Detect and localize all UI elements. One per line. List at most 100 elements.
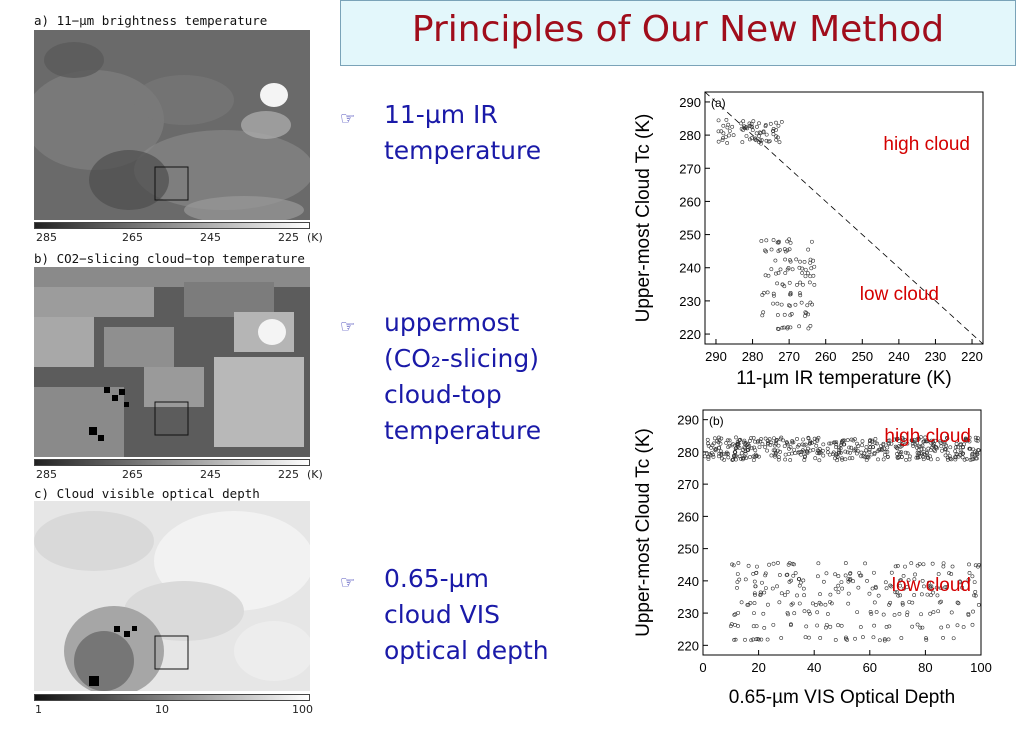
- scatter-point: [769, 247, 774, 252]
- scatter-point: [816, 449, 821, 453]
- scatter-point: [741, 447, 746, 452]
- scatter-point: [815, 610, 820, 615]
- scatter-point: [901, 586, 906, 591]
- scatter-point: [816, 435, 821, 440]
- y-tick-label: 240: [679, 261, 701, 276]
- scatter-point: [732, 453, 737, 458]
- scatter-point: [757, 121, 761, 126]
- scatter-point: [858, 625, 863, 629]
- scatter-point: [799, 300, 804, 305]
- scatter-point: [764, 138, 769, 143]
- scatter-point: [704, 451, 709, 456]
- scatter-point: [721, 452, 726, 456]
- scatter-point: [855, 441, 859, 446]
- scatter-point: [715, 439, 719, 443]
- scatter-point: [915, 437, 920, 441]
- scatter-point: [735, 586, 739, 590]
- scatter-point: [724, 450, 729, 455]
- scatter-point: [804, 624, 809, 629]
- scatter-point: [898, 578, 902, 583]
- scatter-point: [919, 592, 924, 597]
- scatter-point: [811, 258, 816, 263]
- scatter-point: [855, 448, 860, 453]
- scatter-point: [921, 562, 926, 567]
- scatter-point: [742, 454, 747, 459]
- scatter-point: [721, 123, 726, 128]
- y-tick-label: 280: [679, 128, 701, 143]
- scatter-point: [779, 591, 784, 596]
- scatter-point: [801, 449, 806, 454]
- annotation-high-cloud: high cloud: [883, 134, 970, 155]
- scatter-point: [781, 438, 786, 443]
- scatter-point: [733, 622, 737, 627]
- scatter-point: [760, 442, 765, 446]
- scatter-point: [945, 436, 950, 441]
- scatter-point: [976, 603, 981, 607]
- scatter-point: [754, 454, 759, 458]
- scatter-point: [895, 563, 900, 568]
- annotation-low-cloud: low cloud: [892, 575, 971, 596]
- scatter-point: [917, 444, 921, 449]
- scatter-point: [865, 579, 869, 583]
- scatter-point: [850, 456, 855, 461]
- scatter-point: [885, 454, 890, 459]
- scatter-point: [942, 440, 947, 444]
- scatter-point: [806, 326, 811, 331]
- x-tick-label: 80: [918, 660, 932, 675]
- scatter-point: [883, 449, 888, 454]
- scatter-point: [944, 435, 949, 440]
- y-tick-label: 230: [677, 606, 699, 621]
- scatter-point: [808, 300, 813, 305]
- scatter-point: [736, 561, 741, 565]
- scatter-point: [900, 454, 904, 459]
- scatter-point: [876, 457, 880, 462]
- scatter-point: [734, 454, 738, 458]
- bullet-line: uppermost: [384, 308, 520, 337]
- scatter-point: [953, 455, 958, 460]
- scatter-point: [769, 267, 774, 272]
- scatter-point: [814, 443, 819, 448]
- scatter-point: [752, 445, 756, 450]
- scatter-point: [976, 448, 981, 452]
- panel-a-image: [34, 30, 310, 220]
- scatter-point: [872, 600, 877, 605]
- scatter-point: [773, 441, 778, 446]
- y-tick-label: 290: [679, 95, 701, 110]
- scatter-point: [815, 451, 820, 455]
- scatter-point: [866, 454, 870, 459]
- plot-frame: [702, 409, 982, 656]
- scatter-point: [848, 577, 853, 581]
- bullet-line: 0.65-µm: [384, 564, 489, 593]
- scatter-point: [749, 136, 754, 141]
- scatter-point: [735, 572, 740, 576]
- scatter-point: [943, 453, 948, 458]
- scatter-point: [751, 435, 756, 440]
- scatter-point: [763, 248, 767, 253]
- scatter-point: [821, 579, 826, 584]
- scatter-point: [765, 290, 770, 295]
- scatter-point: [782, 325, 786, 330]
- scale-tick: 100: [292, 703, 313, 716]
- bullet-line: optical depth: [384, 636, 549, 665]
- scatter-point: [734, 435, 738, 440]
- scatter-point: [925, 450, 929, 455]
- scatter-point: [828, 624, 833, 629]
- scatter-point: [726, 122, 731, 127]
- scatter-point: [803, 310, 808, 315]
- scatter-point: [851, 579, 855, 584]
- scatter-point: [706, 457, 711, 461]
- scatter-point: [815, 623, 820, 628]
- scatter-point: [864, 455, 869, 460]
- scatter-point: [805, 303, 810, 308]
- scatter-point: [787, 280, 792, 285]
- scatter-point: [717, 438, 722, 443]
- scatter-point: [788, 445, 793, 450]
- scatter-point: [817, 600, 822, 605]
- scatter-point: [786, 452, 791, 456]
- scatter-point: [975, 439, 980, 443]
- y-tick-label: 240: [677, 574, 699, 589]
- scatter-point: [773, 450, 778, 455]
- scatter-point: [931, 590, 935, 595]
- scatter-point: [840, 456, 844, 461]
- scatter-chart-a-svg: 220 230 240 250 260 270 280 290 290 280 270 260 250 2…: [633, 91, 984, 389]
